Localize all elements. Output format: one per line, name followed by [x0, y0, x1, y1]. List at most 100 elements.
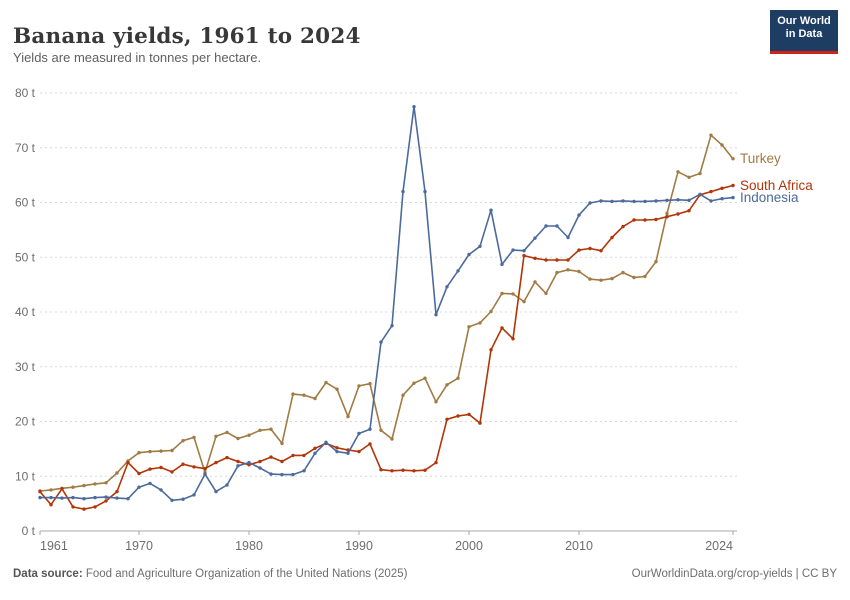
series-point-indonesia-1994[interactable]	[401, 189, 405, 194]
series-point-indonesia-2003[interactable]	[500, 262, 504, 267]
series-point-south-africa-1978[interactable]	[225, 455, 229, 460]
series-point-turkey-1989[interactable]	[346, 414, 350, 419]
series-point-indonesia-2020[interactable]	[687, 198, 691, 202]
series-point-south-africa-2019[interactable]	[676, 212, 680, 216]
series-point-turkey-2001[interactable]	[478, 321, 482, 325]
series-point-indonesia-1968[interactable]	[115, 496, 119, 500]
series-point-indonesia-2013[interactable]	[610, 199, 614, 204]
series-point-indonesia-2018[interactable]	[665, 198, 669, 202]
series-point-turkey-1964[interactable]	[71, 485, 75, 489]
series-point-south-africa-1967[interactable]	[104, 499, 108, 503]
series-point-south-africa-1977[interactable]	[214, 460, 218, 465]
series-point-turkey-2019[interactable]	[676, 170, 680, 174]
series-point-indonesia-1961[interactable]	[38, 495, 42, 500]
series-point-indonesia-2004[interactable]	[511, 248, 515, 252]
series-point-turkey-2012[interactable]	[599, 278, 603, 282]
series-point-indonesia-2024[interactable]	[731, 195, 735, 200]
series-point-indonesia-1999[interactable]	[456, 269, 460, 273]
series-point-south-africa-1976[interactable]	[203, 466, 207, 471]
series-point-turkey-1962[interactable]	[49, 488, 53, 492]
owid-logo[interactable]: Our World in Data	[770, 10, 838, 54]
series-point-south-africa-1970[interactable]	[137, 471, 141, 476]
series-point-south-africa-1999[interactable]	[456, 414, 460, 418]
series-point-south-africa-2013[interactable]	[610, 235, 614, 240]
series-point-south-africa-1963[interactable]	[60, 487, 64, 491]
series-point-turkey-2004[interactable]	[511, 292, 515, 296]
series-point-south-africa-2012[interactable]	[599, 249, 603, 253]
series-point-indonesia-1990[interactable]	[357, 431, 361, 436]
series-point-turkey-1993[interactable]	[390, 437, 394, 441]
series-point-turkey-1970[interactable]	[137, 451, 141, 455]
series-point-south-africa-2018[interactable]	[665, 215, 669, 219]
series-point-indonesia-2014[interactable]	[621, 199, 625, 203]
series-point-turkey-2014[interactable]	[621, 270, 625, 275]
series-point-indonesia-2007[interactable]	[544, 224, 548, 228]
series-point-turkey-1999[interactable]	[456, 376, 460, 380]
series-point-indonesia-2012[interactable]	[599, 199, 603, 203]
series-point-south-africa-2003[interactable]	[500, 326, 504, 330]
series-point-indonesia-1977[interactable]	[214, 489, 218, 494]
series-point-indonesia-2022[interactable]	[709, 199, 713, 203]
series-point-south-africa-2009[interactable]	[566, 258, 570, 262]
series-point-south-africa-2017[interactable]	[654, 217, 658, 222]
series-point-indonesia-1967[interactable]	[104, 495, 108, 499]
series-point-south-africa-1986[interactable]	[313, 446, 317, 450]
series-point-indonesia-1992[interactable]	[379, 340, 383, 344]
series-point-turkey-2022[interactable]	[709, 133, 713, 137]
series-line-turkey[interactable]	[39, 134, 734, 492]
series-point-turkey-1982[interactable]	[269, 427, 273, 431]
series-point-turkey-1975[interactable]	[192, 435, 196, 440]
series-point-south-africa-1971[interactable]	[148, 467, 152, 471]
series-point-south-africa-2022[interactable]	[709, 189, 713, 194]
series-point-turkey-2009[interactable]	[566, 268, 570, 272]
series-point-turkey-1972[interactable]	[159, 449, 163, 453]
credit-link[interactable]: OurWorldinData.org/crop-yields | CC BY	[631, 568, 837, 580]
series-point-turkey-2005[interactable]	[522, 299, 526, 304]
series-point-south-africa-2011[interactable]	[588, 246, 592, 251]
series-point-turkey-1986[interactable]	[313, 396, 317, 401]
series-point-indonesia-1972[interactable]	[159, 488, 163, 492]
series-point-south-africa-2010[interactable]	[577, 248, 581, 252]
series-point-turkey-1978[interactable]	[225, 430, 229, 435]
series-point-south-africa-1972[interactable]	[159, 465, 163, 470]
series-point-turkey-1995[interactable]	[412, 381, 416, 385]
series-point-indonesia-1982[interactable]	[269, 472, 273, 476]
series-point-turkey-2018[interactable]	[665, 211, 669, 216]
series-point-indonesia-1970[interactable]	[137, 485, 141, 489]
series-point-south-africa-1974[interactable]	[181, 462, 185, 466]
series-point-indonesia-2011[interactable]	[588, 201, 592, 205]
series-point-turkey-2013[interactable]	[610, 276, 614, 281]
series-point-south-africa-2000[interactable]	[467, 412, 471, 417]
series-point-south-africa-1973[interactable]	[170, 470, 174, 474]
series-point-turkey-2003[interactable]	[500, 291, 504, 296]
series-point-indonesia-1986[interactable]	[313, 451, 317, 455]
series-point-south-africa-1995[interactable]	[412, 469, 416, 473]
series-point-turkey-1987[interactable]	[324, 380, 328, 385]
series-point-south-africa-1997[interactable]	[434, 460, 438, 465]
series-point-south-africa-1985[interactable]	[302, 453, 306, 458]
series-point-indonesia-1964[interactable]	[71, 495, 75, 500]
series-point-south-africa-2015[interactable]	[632, 218, 636, 222]
series-point-turkey-2015[interactable]	[632, 275, 636, 280]
series-point-indonesia-1983[interactable]	[280, 472, 284, 477]
series-point-indonesia-1998[interactable]	[445, 285, 449, 289]
series-point-indonesia-1996[interactable]	[423, 189, 427, 194]
series-point-south-africa-2024[interactable]	[731, 183, 735, 188]
series-point-turkey-2006[interactable]	[533, 280, 537, 284]
series-point-turkey-1977[interactable]	[214, 434, 218, 438]
series-point-south-africa-1965[interactable]	[82, 507, 86, 511]
series-point-turkey-1985[interactable]	[302, 393, 306, 397]
series-point-turkey-1991[interactable]	[368, 382, 372, 386]
series-point-turkey-1966[interactable]	[93, 482, 97, 486]
series-point-indonesia-1988[interactable]	[335, 449, 339, 454]
series-point-indonesia-1987[interactable]	[324, 440, 328, 444]
series-point-turkey-2023[interactable]	[720, 143, 724, 147]
series-point-turkey-1997[interactable]	[434, 400, 438, 404]
series-point-south-africa-1969[interactable]	[126, 460, 130, 465]
series-point-turkey-1998[interactable]	[445, 383, 449, 387]
series-point-turkey-1981[interactable]	[258, 428, 262, 432]
series-point-south-africa-1993[interactable]	[390, 469, 394, 473]
series-point-indonesia-1989[interactable]	[346, 451, 350, 455]
series-point-south-africa-1990[interactable]	[357, 449, 361, 454]
